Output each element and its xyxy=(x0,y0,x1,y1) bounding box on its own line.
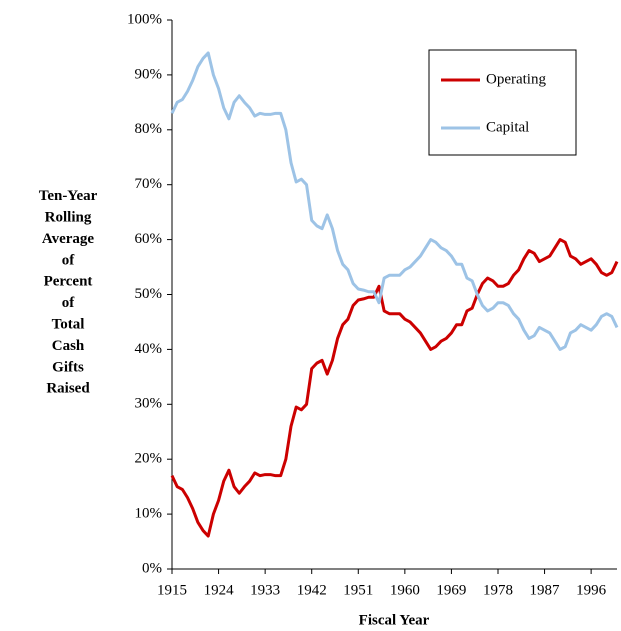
x-axis-label: Fiscal Year xyxy=(359,612,430,628)
line-series xyxy=(170,51,619,351)
y-axis-label: Gifts xyxy=(52,359,84,375)
y-tick-label: 70% xyxy=(135,176,163,192)
x-tick-label: 1915 xyxy=(157,582,187,598)
legend-label: Operating xyxy=(486,71,546,87)
y-tick-label: 50% xyxy=(135,286,163,302)
y-axis-label: of xyxy=(62,252,76,268)
x-tick-label: 1996 xyxy=(576,582,607,598)
y-tick-label: 90% xyxy=(135,66,163,82)
x-tick-label: 1924 xyxy=(204,582,235,598)
x-tick-label: 1978 xyxy=(483,582,513,598)
y-axis-label: Ten-Year xyxy=(39,188,98,204)
y-axis-label: Raised xyxy=(46,381,90,397)
x-tick-label: 1951 xyxy=(343,582,373,598)
x-tick-label: 1933 xyxy=(250,582,280,598)
y-tick-label: 100% xyxy=(127,11,162,27)
y-axis-label: Rolling xyxy=(45,210,92,226)
y-axis-label: Cash xyxy=(52,338,85,354)
legend-box xyxy=(428,49,577,156)
x-tick-label: 1987 xyxy=(530,582,561,598)
y-tick-label: 10% xyxy=(135,506,163,522)
y-tick-label: 80% xyxy=(135,121,163,137)
legend-label: Capital xyxy=(486,119,529,135)
x-tick-label: 1969 xyxy=(436,582,466,598)
y-tick-label: 40% xyxy=(135,341,163,357)
y-axis-label: Percent xyxy=(44,274,93,290)
y-tick-label: 30% xyxy=(135,396,163,412)
y-tick-label: 20% xyxy=(135,451,163,467)
y-axis-label: Total xyxy=(52,317,85,333)
x-tick-label: 1960 xyxy=(390,582,420,598)
line-series xyxy=(170,238,619,538)
y-tick-label: 0% xyxy=(142,560,162,576)
x-tick-label: 1942 xyxy=(297,582,327,598)
y-axis-label: Average xyxy=(42,231,95,247)
y-axis-label: of xyxy=(62,295,76,311)
y-tick-label: 60% xyxy=(135,231,163,247)
